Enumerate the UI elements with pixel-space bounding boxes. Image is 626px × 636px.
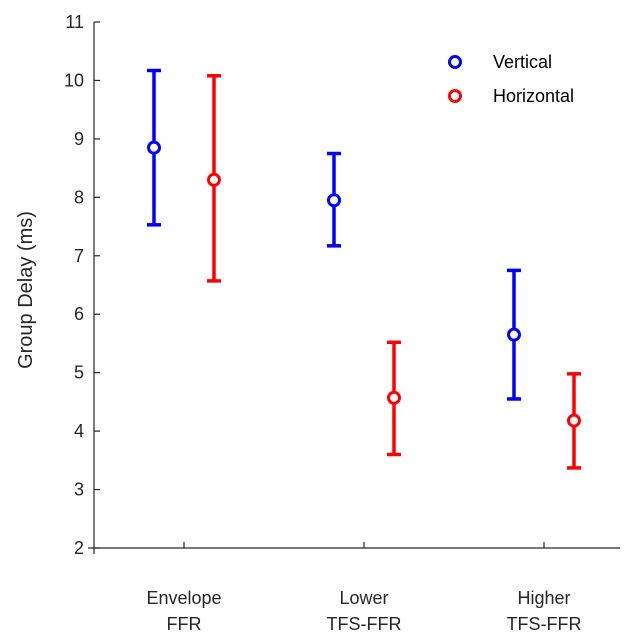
x-tick-label: TFS-FFR	[507, 614, 582, 634]
legend: Vertical Horizontal	[448, 52, 574, 106]
x-tick-label: TFS-FFR	[327, 614, 402, 634]
x-tick-label: Envelope	[146, 588, 221, 608]
data-point	[327, 193, 341, 208]
series-vertical	[147, 68, 521, 401]
data-point	[147, 140, 161, 155]
y-tick-label: 10	[64, 70, 84, 90]
y-tick-label: 6	[74, 304, 84, 324]
x-tick-label: Lower	[339, 588, 388, 608]
x-tick-label: Higher	[517, 588, 570, 608]
data-point	[567, 413, 581, 428]
y-tick-label: 4	[74, 421, 84, 441]
legend-marker	[448, 55, 462, 69]
y-tick-label: 9	[74, 129, 84, 149]
y-tick-label: 3	[74, 480, 84, 500]
y-tick-label: 11	[65, 12, 84, 32]
legend-marker	[448, 89, 462, 103]
legend-label: Horizontal	[493, 86, 574, 106]
y-tick-label: 7	[74, 246, 84, 266]
legend-label: Vertical	[493, 52, 552, 72]
axes: 2 3 4 5 6 7 8 9 10 11 Envelope FFR Lower TFS-FFR Highe…	[64, 12, 620, 634]
y-tick-label: 8	[74, 187, 84, 207]
x-tick-label: FFR	[167, 614, 202, 634]
y-tick-label: 2	[74, 538, 84, 558]
data-point	[507, 327, 521, 342]
series-horizontal	[207, 74, 581, 470]
data-point	[207, 172, 221, 187]
data-point	[387, 390, 401, 405]
y-tick-label: 5	[74, 363, 84, 383]
y-axis-title: Group Delay (ms)	[15, 211, 37, 369]
plot-area	[147, 68, 581, 470]
